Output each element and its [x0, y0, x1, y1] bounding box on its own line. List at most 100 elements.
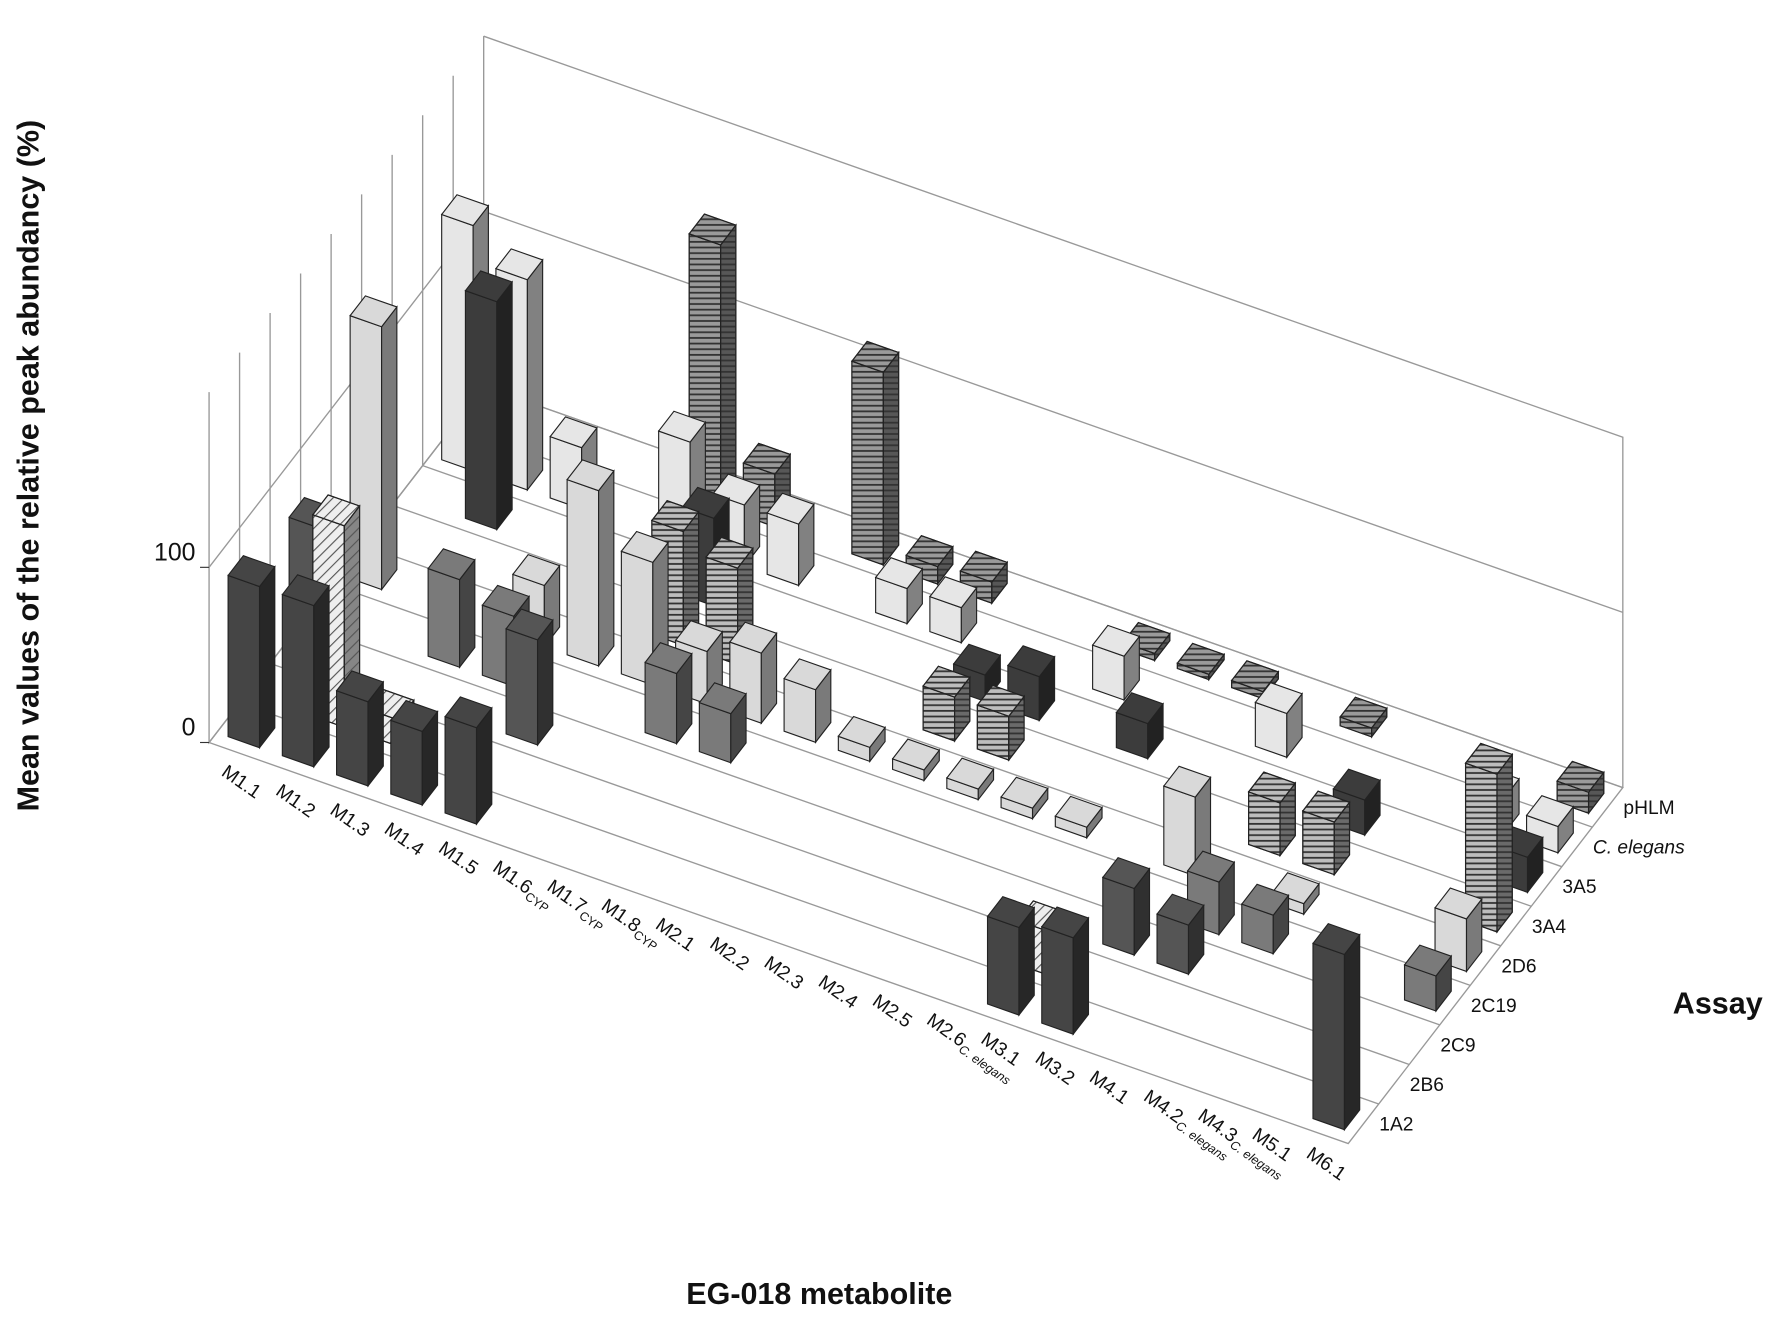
bar: [1339, 696, 1388, 739]
row-line: [300, 623, 1440, 1026]
bar-pattern: [650, 500, 700, 533]
bar: [427, 548, 476, 669]
bar-front: [444, 715, 478, 825]
bar-top: [1525, 794, 1575, 828]
bar-pattern: [905, 535, 954, 568]
bar-pattern: [1230, 660, 1280, 693]
x-axis-label: EG-018 metabolite: [686, 1277, 952, 1311]
bar-top: [427, 548, 476, 581]
bar-top: [511, 553, 561, 587]
x-tick-label: M1.1: [218, 762, 265, 804]
bar-top: [728, 621, 778, 654]
bar: [728, 621, 778, 725]
bar: [1156, 893, 1205, 976]
bar-top: [698, 682, 747, 715]
bar-front: [1102, 876, 1135, 956]
bar-top: [674, 620, 724, 653]
category-name: M1.4: [380, 819, 427, 861]
legend-label: 2B6: [1410, 1075, 1444, 1096]
bar-pattern: [959, 550, 1009, 583]
bar-pattern: [1556, 760, 1605, 793]
bar-pattern: [1247, 771, 1297, 804]
x-tick-label: M2.2: [706, 933, 753, 975]
bar-front: [1041, 925, 1074, 1035]
bar-pattern: [976, 684, 1025, 717]
bar-front: [644, 661, 678, 745]
bar-side: [258, 565, 276, 750]
x-tick-label: M1.8CYP: [596, 895, 665, 953]
bar: [1240, 883, 1290, 956]
x-tick-label: M1.2: [272, 781, 319, 823]
bar-top: [481, 584, 531, 617]
bar-top: [945, 757, 995, 790]
bar: [922, 665, 971, 743]
legend-label: 3A4: [1532, 917, 1566, 938]
bar: [335, 670, 385, 788]
bar: [1040, 906, 1090, 1036]
bar-side: [496, 280, 513, 532]
bar: [1176, 642, 1226, 682]
bar-front: [464, 289, 498, 531]
bar-top: [1101, 856, 1151, 890]
bar: [1247, 771, 1297, 858]
bar: [986, 895, 1036, 1017]
bar: [505, 608, 554, 747]
bar-top: [349, 295, 398, 328]
bar-top: [335, 670, 385, 703]
bar: [227, 555, 276, 750]
bar-top: [1006, 645, 1056, 678]
x-tick-label: M1.7CYP: [542, 876, 611, 934]
bar-top: [494, 248, 544, 281]
bar: [1101, 856, 1151, 957]
category-name: M1.5: [434, 838, 481, 880]
x-tick-label: M2.4: [814, 972, 861, 1014]
bar-front: [281, 593, 315, 768]
bar-side: [1343, 933, 1361, 1132]
bar-pattern: [1339, 696, 1388, 729]
bar-top: [549, 416, 598, 449]
bar-top: [766, 492, 815, 525]
bar: [1162, 765, 1212, 878]
x-tick-label: M1.6CYP: [487, 857, 556, 915]
bar-pattern: [1176, 642, 1226, 675]
bar: [389, 699, 439, 807]
bar-top: [440, 194, 490, 227]
bar-front: [566, 478, 600, 667]
bar-top: [281, 574, 330, 607]
bar-front: [390, 719, 423, 806]
z-axis-label: Assay: [1673, 987, 1763, 1021]
bar-side: [381, 305, 398, 592]
bar-top: [1434, 887, 1483, 920]
bar-top: [1091, 624, 1141, 657]
bar: [766, 492, 815, 588]
bar: [566, 459, 615, 668]
bar: [959, 550, 1009, 605]
bar-top: [1240, 883, 1290, 916]
bar-top: [891, 738, 941, 771]
bar-pattern: [742, 442, 792, 475]
category-name: M4.1: [1085, 1067, 1132, 1109]
bar-top: [1254, 681, 1303, 715]
category-name: M1.3: [326, 800, 373, 842]
bar-top: [620, 530, 670, 564]
bar-side: [598, 469, 615, 668]
bar: [928, 576, 978, 645]
y-axis-label: Mean values of the relative peak abundan…: [11, 120, 45, 812]
bar: [1115, 692, 1164, 761]
row-line: [452, 425, 1593, 828]
bar-top: [1000, 776, 1049, 809]
bar-top: [566, 459, 615, 492]
bar-top: [837, 715, 886, 749]
bar: [1556, 760, 1605, 815]
bar-pattern: [850, 340, 900, 373]
bar-front: [1312, 942, 1346, 1131]
category-name: M2.4: [814, 972, 861, 1014]
bar-top: [1054, 795, 1103, 828]
bar-pattern: [311, 494, 361, 527]
bar-front: [427, 567, 461, 669]
legend-label: pHLM: [1623, 798, 1674, 819]
legend-label: 2C19: [1471, 996, 1517, 1017]
bar: [281, 574, 330, 769]
bar-pattern: [851, 360, 884, 566]
